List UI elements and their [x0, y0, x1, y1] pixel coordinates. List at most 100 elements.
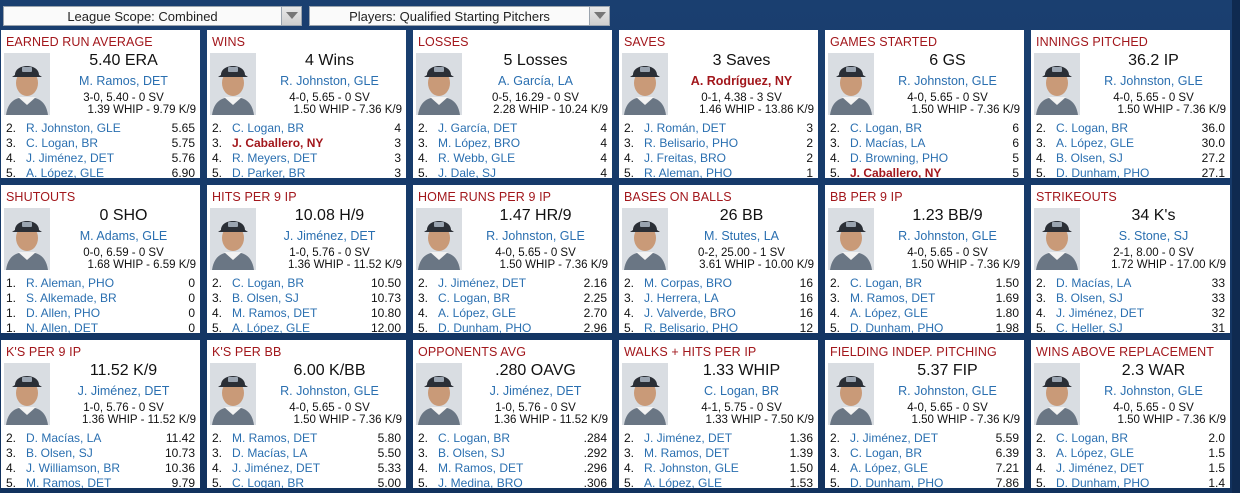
player-link[interactable]: A. López, GLE	[644, 476, 723, 488]
card-title[interactable]: SHUTOUTS	[6, 190, 76, 204]
player-link[interactable]: S. Alkemade, BR	[26, 291, 117, 305]
leader-card[interactable]: STRIKEOUTS 34 K's S. Stone, SJ 2-1, 8.00 - …	[1031, 185, 1230, 333]
player-link[interactable]: D. Dunham, PHO	[1056, 476, 1150, 488]
player-link[interactable]: D. Parker, BR	[232, 166, 306, 178]
player-link[interactable]: R. Belisario, PHO	[644, 136, 739, 150]
player-link[interactable]: D. Macías, LA	[1056, 276, 1132, 290]
players-filter-dropdown[interactable]: Players: Qualified Starting Pitchers	[309, 6, 610, 26]
player-link[interactable]: J. Caballero, NY	[850, 166, 942, 178]
leader-card[interactable]: WALKS + HITS PER IP 1.33 WHIP C. Logan, BR…	[619, 340, 818, 488]
player-photo[interactable]	[1034, 53, 1080, 115]
player-link[interactable]: M. Ramos, DET	[232, 431, 318, 445]
leader-player-link[interactable]: M. Stutes, LA	[703, 229, 780, 243]
player-link[interactable]: J. Caballero, NY	[232, 136, 324, 150]
player-photo[interactable]	[416, 53, 462, 115]
card-title[interactable]: WALKS + HITS PER IP	[624, 345, 757, 359]
leader-player-link[interactable]: J. Jiménez, DET	[283, 229, 376, 243]
leader-player-link[interactable]: J. Jiménez, DET	[489, 384, 582, 398]
card-title[interactable]: K'S PER 9 IP	[6, 345, 82, 359]
player-link[interactable]: B. Olsen, SJ	[232, 291, 299, 305]
leader-player-link[interactable]: R. Johnston, GLE	[486, 229, 585, 243]
player-link[interactable]: J. Jiménez, DET	[1056, 306, 1145, 320]
leader-player-link[interactable]: R. Johnston, GLE	[280, 74, 379, 88]
player-photo[interactable]	[1034, 363, 1080, 425]
leader-player-link[interactable]: C. Logan, BR	[703, 384, 780, 398]
player-link[interactable]: J. Jiménez, DET	[232, 461, 321, 475]
player-link[interactable]: C. Logan, BR	[438, 291, 511, 305]
leader-player-link[interactable]: R. Johnston, GLE	[898, 74, 997, 88]
player-link[interactable]: J. Herrera, LA	[644, 291, 719, 305]
player-link[interactable]: M. Corpas, BRO	[644, 276, 733, 290]
player-link[interactable]: R. Aleman, PHO	[26, 276, 115, 290]
player-link[interactable]: A. López, GLE	[26, 166, 105, 178]
card-title[interactable]: WINS	[212, 35, 246, 49]
player-link[interactable]: R. Meyers, DET	[232, 151, 318, 165]
leader-card[interactable]: K'S PER BB 6.00 K/BB R. Johnston, GLE 4-0, …	[207, 340, 406, 488]
player-link[interactable]: J. Román, DET	[644, 121, 727, 135]
player-link[interactable]: A. López, GLE	[438, 306, 517, 320]
card-title[interactable]: STRIKEOUTS	[1036, 190, 1117, 204]
player-link[interactable]: C. Heller, SJ	[1056, 321, 1123, 333]
player-link[interactable]: J. Dale, SJ	[438, 166, 497, 178]
leader-player-link[interactable]: R. Johnston, GLE	[898, 229, 997, 243]
player-link[interactable]: J. Williamson, BR	[26, 461, 121, 475]
leader-card[interactable]: GAMES STARTED 6 GS R. Johnston, GLE 4-0, 5.…	[825, 30, 1024, 178]
player-link[interactable]: J. Freitas, BRO	[644, 151, 727, 165]
player-photo[interactable]	[416, 363, 462, 425]
card-title[interactable]: HOME RUNS PER 9 IP	[418, 190, 552, 204]
player-link[interactable]: A. López, GLE	[232, 321, 311, 333]
card-title[interactable]: K'S PER BB	[212, 345, 282, 359]
player-photo[interactable]	[1034, 208, 1080, 270]
card-title[interactable]: BASES ON BALLS	[624, 190, 732, 204]
player-link[interactable]: B. Olsen, SJ	[1056, 291, 1123, 305]
leader-player-link[interactable]: A. García, LA	[497, 74, 574, 88]
player-link[interactable]: J. Jiménez, DET	[644, 431, 733, 445]
leader-player-link[interactable]: S. Stone, SJ	[1118, 229, 1189, 243]
leader-player-link[interactable]: A. Rodríguez, NY	[690, 74, 793, 88]
card-title[interactable]: LOSSES	[418, 35, 469, 49]
player-link[interactable]: J. Medina, BRO	[438, 476, 523, 488]
player-link[interactable]: M. Ramos, DET	[644, 446, 730, 460]
player-photo[interactable]	[416, 208, 462, 270]
player-link[interactable]: C. Logan, BR	[232, 121, 305, 135]
leader-card[interactable]: HOME RUNS PER 9 IP 1.47 HR/9 R. Johnston, …	[413, 185, 612, 333]
player-link[interactable]: D. Macías, LA	[850, 136, 926, 150]
player-link[interactable]: N. Allen, DET	[26, 321, 99, 333]
player-link[interactable]: R. Johnston, GLE	[26, 121, 121, 135]
player-photo[interactable]	[4, 363, 50, 425]
card-title[interactable]: HITS PER 9 IP	[212, 190, 297, 204]
player-link[interactable]: C. Logan, BR	[1056, 121, 1129, 135]
player-link[interactable]: C. Logan, BR	[850, 446, 923, 460]
player-link[interactable]: C. Logan, BR	[232, 476, 305, 488]
player-photo[interactable]	[828, 363, 874, 425]
player-link[interactable]: R. Aleman, PHO	[644, 166, 733, 178]
player-link[interactable]: D. Dunham, PHO	[850, 321, 944, 333]
card-title[interactable]: INNINGS PITCHED	[1036, 35, 1148, 49]
leader-player-link[interactable]: R. Johnston, GLE	[1104, 384, 1203, 398]
leader-player-link[interactable]: R. Johnston, GLE	[1104, 74, 1203, 88]
player-link[interactable]: A. López, GLE	[850, 306, 929, 320]
player-photo[interactable]	[210, 53, 256, 115]
chevron-down-icon[interactable]	[589, 7, 609, 25]
player-link[interactable]: J. Valverde, BRO	[644, 306, 736, 320]
player-link[interactable]: R. Johnston, GLE	[644, 461, 739, 475]
player-link[interactable]: D. Allen, PHO	[26, 306, 101, 320]
leader-player-link[interactable]: J. Jiménez, DET	[77, 384, 170, 398]
leader-player-link[interactable]: M. Ramos, DET	[79, 74, 168, 88]
leader-card[interactable]: WINS ABOVE REPLACEMENT 2.3 WAR R. Johnston…	[1031, 340, 1230, 488]
card-title[interactable]: FIELDING INDEP. PITCHING	[830, 345, 997, 359]
player-photo[interactable]	[622, 363, 668, 425]
leader-card[interactable]: FIELDING INDEP. PITCHING 5.37 FIP R. Johns…	[825, 340, 1024, 488]
player-link[interactable]: B. Olsen, SJ	[438, 446, 505, 460]
player-link[interactable]: C. Logan, BR	[850, 121, 923, 135]
card-title[interactable]: BB PER 9 IP	[830, 190, 903, 204]
player-link[interactable]: C. Logan, BR	[232, 276, 305, 290]
player-photo[interactable]	[622, 53, 668, 115]
player-link[interactable]: M. Ramos, DET	[26, 476, 112, 488]
card-title[interactable]: OPPONENTS AVG	[418, 345, 527, 359]
leader-card[interactable]: HITS PER 9 IP 10.08 H/9 J. Jiménez, DET 1-0…	[207, 185, 406, 333]
player-link[interactable]: C. Logan, BR	[1056, 431, 1129, 445]
leader-player-link[interactable]: R. Johnston, GLE	[280, 384, 379, 398]
scrollbar[interactable]	[1232, 0, 1240, 493]
player-link[interactable]: A. López, GLE	[1056, 136, 1135, 150]
